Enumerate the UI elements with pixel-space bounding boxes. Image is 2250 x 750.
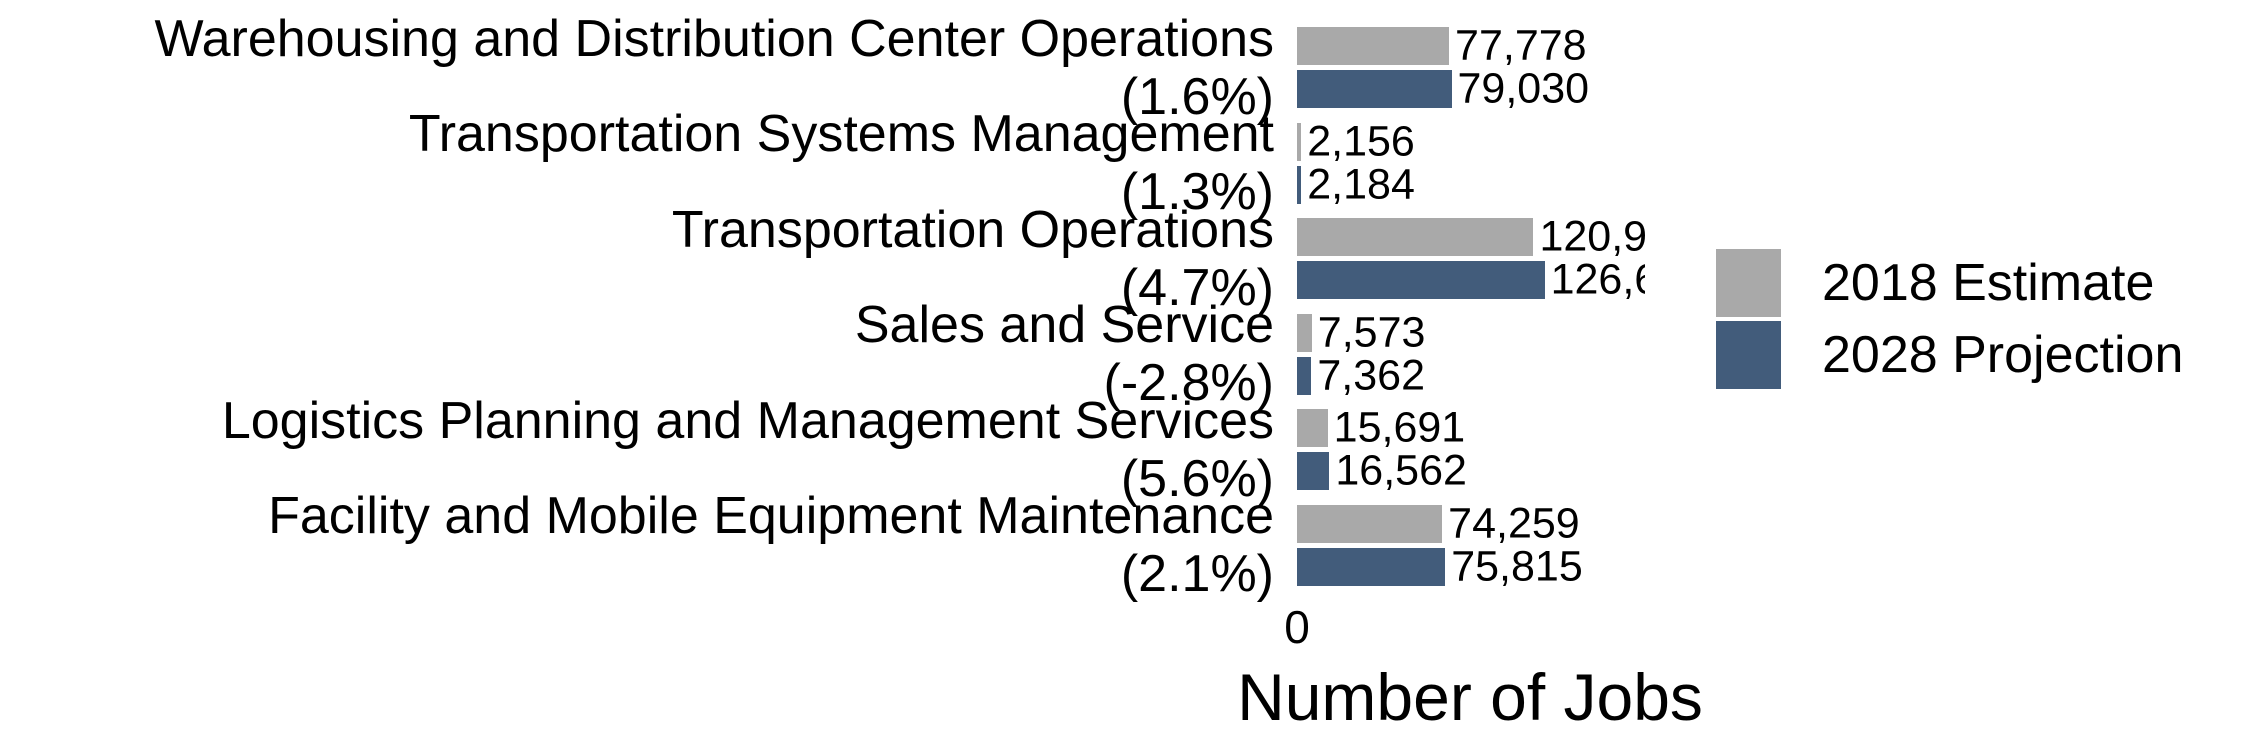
value-label: 126,635 [1550, 255, 1645, 304]
category-label: Logistics Planning and Management Servic… [221, 391, 1274, 508]
bar [1297, 27, 1450, 65]
x-axis-title: Number of Jobs [1237, 660, 1703, 734]
value-label: 75,815 [1451, 542, 1583, 590]
bar [1297, 356, 1312, 395]
bar [1297, 122, 1302, 161]
bar [1297, 313, 1312, 352]
value-label: 7,362 [1317, 351, 1425, 399]
category-label: Facility and Mobile Equipment Maintenanc… [268, 487, 1274, 603]
legend-key [1716, 321, 1781, 389]
value-label: 2,156 [1307, 117, 1415, 165]
legend-key [1716, 249, 1781, 317]
category-label: Transportation Systems Management (1.3%) [408, 105, 1274, 221]
bar [1297, 70, 1452, 108]
x-tick-label: 0 [1284, 601, 1310, 653]
value-label: 77,778 [1455, 21, 1587, 70]
bar [1297, 261, 1545, 299]
category-label: Sales and Service (-2.8%) [854, 296, 1274, 412]
bar [1297, 409, 1328, 447]
value-label: 16,562 [1335, 446, 1467, 495]
category-label: Warehousing and Distribution Center Oper… [154, 9, 1274, 126]
value-label: 15,691 [1333, 403, 1466, 452]
legend-label: 2018 Estimate [1822, 254, 2155, 312]
bar [1297, 504, 1443, 543]
bar [1297, 452, 1330, 490]
value-label: 74,259 [1448, 499, 1580, 547]
value-label: 79,030 [1457, 64, 1590, 113]
value-label: 2,184 [1307, 160, 1415, 208]
category-label: Transportation Operations (4.7%) [671, 200, 1274, 317]
bar [1297, 165, 1302, 204]
bar [1297, 218, 1534, 256]
legend-label: 2028 Projection [1822, 326, 2184, 384]
value-label: 120,950 [1539, 212, 1645, 261]
bar [1297, 547, 1446, 586]
value-label: 7,573 [1317, 308, 1426, 356]
